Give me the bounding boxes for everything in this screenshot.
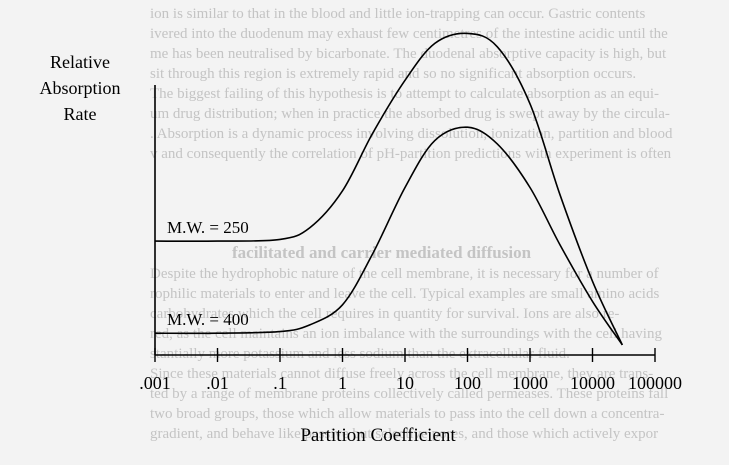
series-line-mw-250 — [154, 32, 624, 346]
series-label: M.W. = 400 — [167, 310, 249, 329]
background-text-line: um drug distribution; when in practice t… — [150, 106, 670, 122]
x-tick-label: .1 — [273, 373, 287, 393]
x-tick-label: 1000 — [512, 373, 548, 393]
background-text-line: carbohydrates which the cell requires in… — [150, 306, 619, 322]
y-axis-label-line-1: Relative — [50, 52, 110, 72]
background-text-line: v and consequently the correlation of pH… — [150, 146, 672, 162]
background-text-line: red, as the cell maintains an ion imbala… — [150, 326, 662, 342]
x-tick-label: 10 — [396, 373, 414, 393]
x-tick-label: .001 — [139, 373, 171, 393]
series-line-mw-400 — [154, 126, 623, 346]
background-text-line: rophilic materials to enter and leave th… — [150, 286, 659, 302]
x-axis-label: Partition Coefficient — [300, 425, 456, 446]
x-tick-label: 100000 — [628, 373, 682, 393]
background-text-line: me has been neutralised by bicarbonate. … — [150, 46, 667, 62]
x-tick-label: 10000 — [570, 373, 615, 393]
background-text-line: ivered into the duodenum may exhaust few… — [150, 26, 668, 42]
background-text-line: The biggest failing of this hypothesis i… — [150, 86, 659, 102]
background-text-line: facilitated and carrier mediated diffusi… — [232, 243, 532, 262]
background-text-line: two broad groups, those which allow mate… — [150, 406, 664, 422]
x-tick-label: 1 — [338, 373, 347, 393]
background-text-line: sit through this region is extremely rap… — [150, 66, 636, 82]
background-text-line: stantially more potassium and less sodiu… — [150, 346, 570, 362]
x-tick-label: 100 — [454, 373, 481, 393]
background-text-line: ion is similar to that in the blood and … — [150, 6, 645, 22]
series-label: M.W. = 250 — [167, 218, 249, 237]
y-axis-label-line-3: Rate — [64, 104, 97, 124]
background-text-line: Despite the hydrophobic nature of the ce… — [150, 266, 659, 282]
background-text-line: Since these materials cannot diffuse fre… — [150, 366, 653, 382]
y-axis-label-line-2: Absorption — [40, 78, 121, 98]
background-text-line: gradient, and behave like passive but se… — [150, 426, 658, 442]
background-text-line: ted by a range of membrane proteins coll… — [150, 386, 668, 402]
x-tick-label: .01 — [206, 373, 229, 393]
